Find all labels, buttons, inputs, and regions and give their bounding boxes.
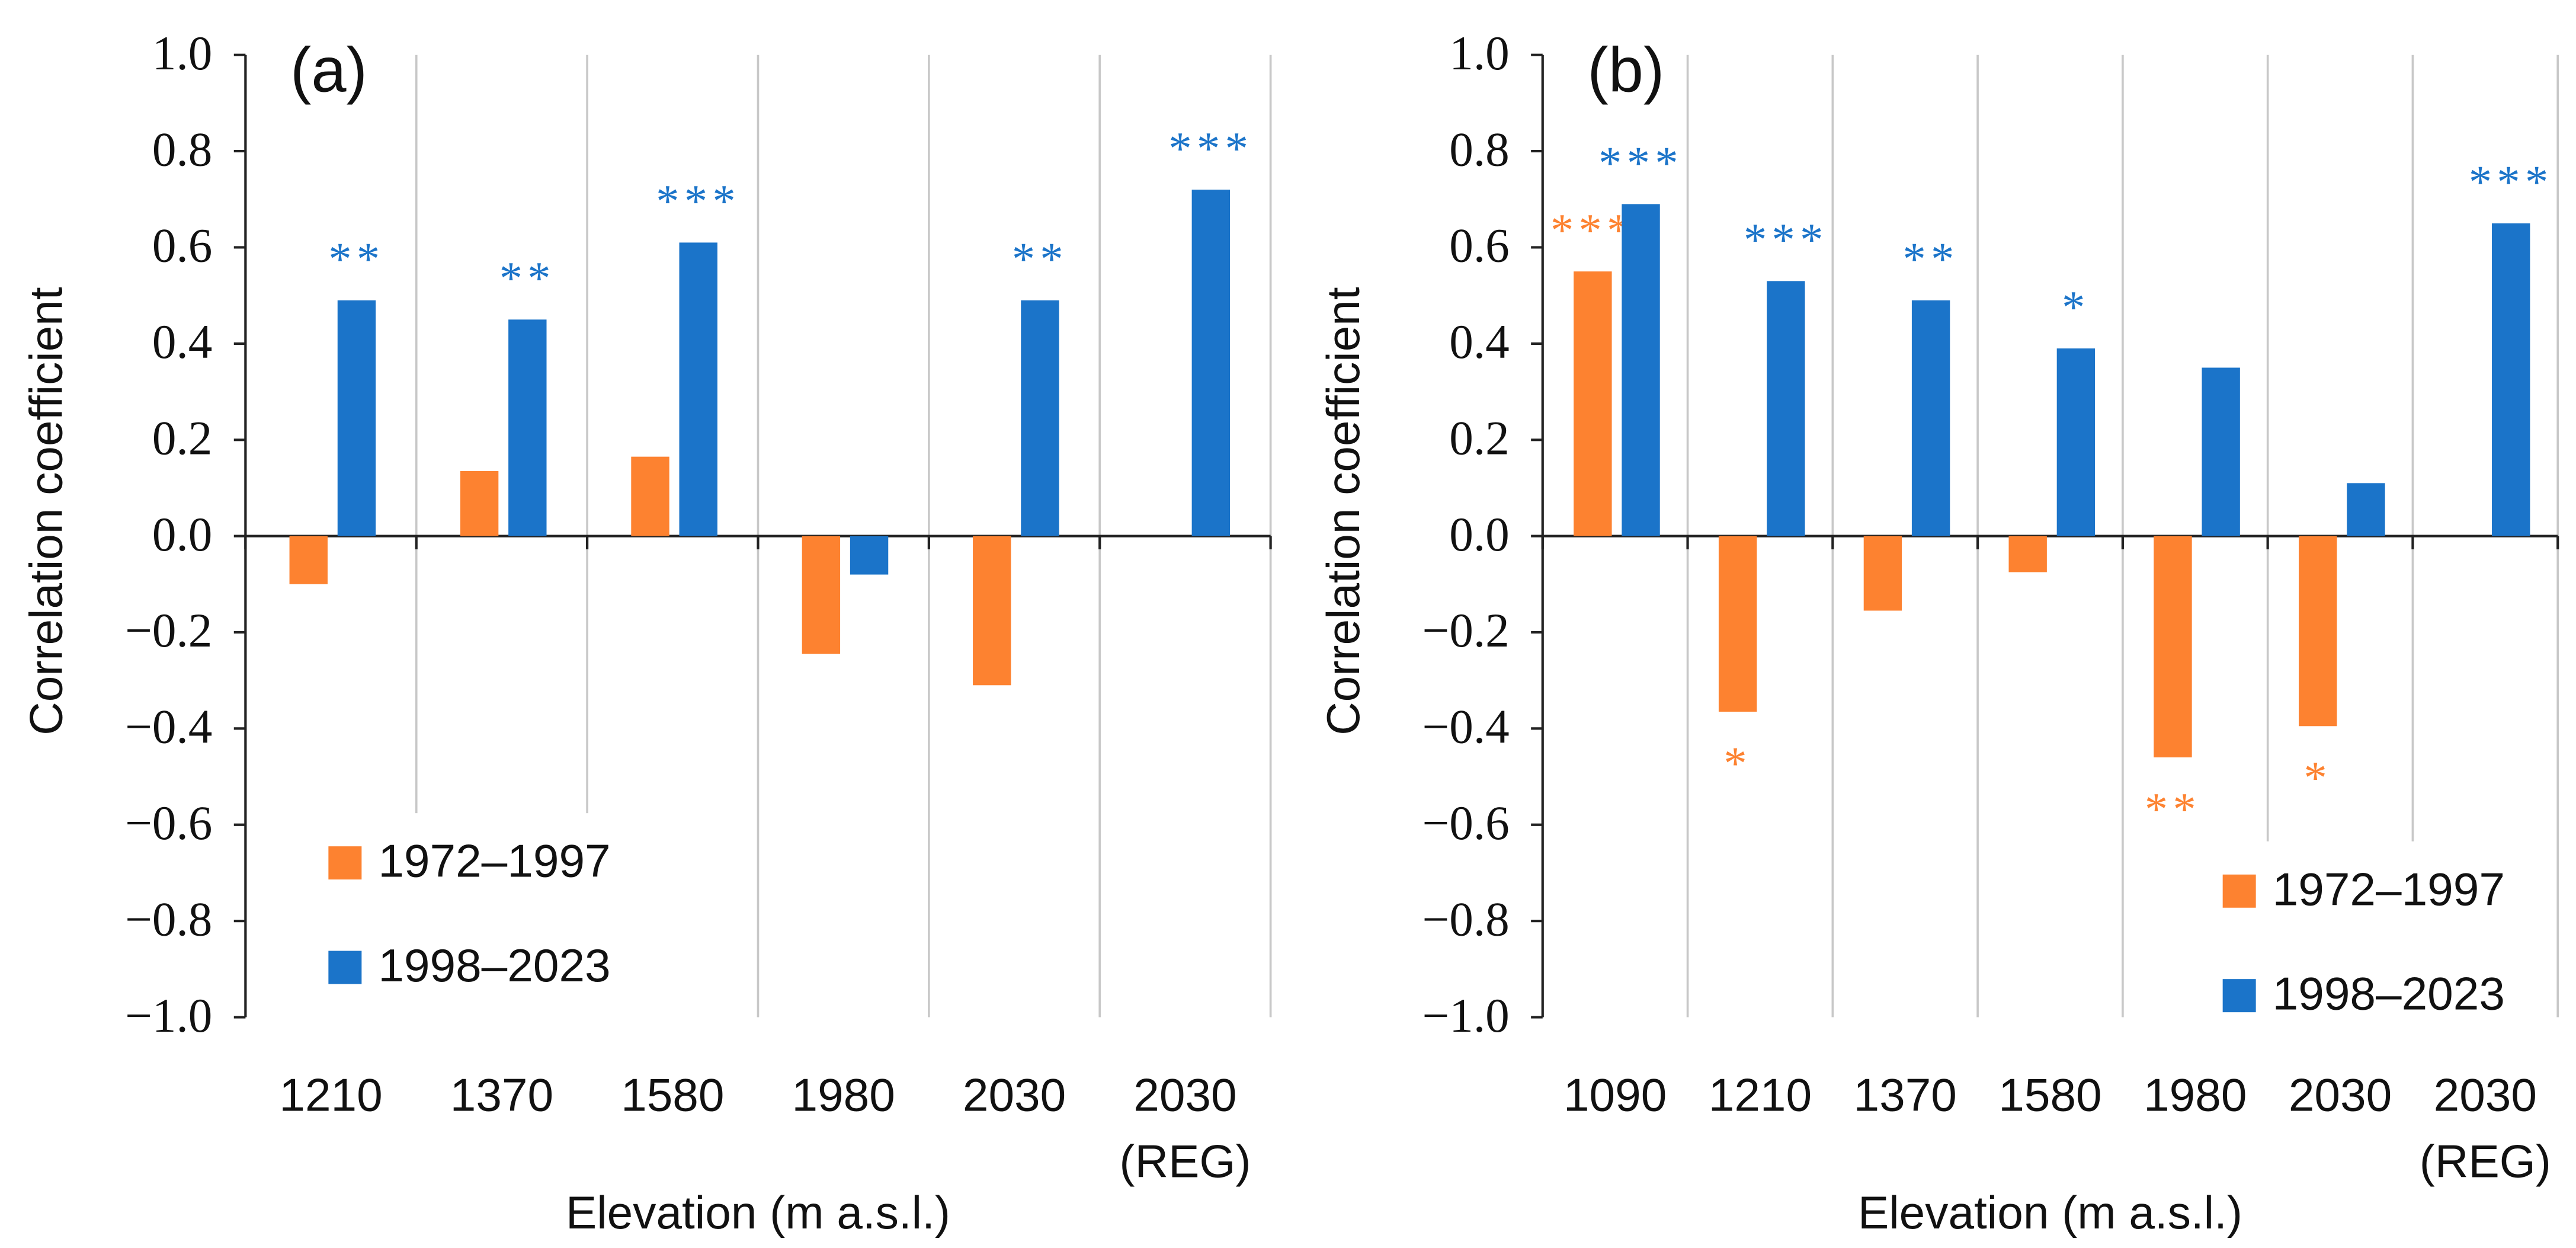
significance-label: ** <box>1903 233 1959 284</box>
x-tick-label: 1580 <box>1998 1068 2101 1121</box>
bar <box>2202 367 2240 536</box>
y-tick-label: 0.4 <box>1449 315 1509 369</box>
bar <box>1718 536 1757 712</box>
x-tick-label: 1370 <box>450 1068 553 1121</box>
legend-swatch <box>2222 874 2256 908</box>
legend-label: 1972–1997 <box>378 835 610 887</box>
significance-label: *** <box>656 175 741 227</box>
x-tick-label: 2030 <box>963 1068 1066 1121</box>
x-axis-title: Elevation (m a.s.l.) <box>566 1186 950 1239</box>
significance-label: *** <box>1168 122 1253 174</box>
legend-swatch <box>328 951 362 984</box>
y-axis-title: Correlation coefficient <box>20 287 72 735</box>
bar <box>631 456 669 536</box>
y-tick-label: 0.6 <box>1449 219 1509 273</box>
bar <box>460 471 499 536</box>
legend-background <box>315 813 647 1021</box>
x-tick-label: (REG) <box>1119 1135 1251 1187</box>
y-axis-title: Correlation coefficient <box>1317 287 1369 735</box>
x-tick-label: 2030 <box>2434 1068 2537 1121</box>
x-axis-title: Elevation (m a.s.l.) <box>1858 1186 2242 1239</box>
bar <box>2347 483 2385 536</box>
y-tick-label: 0.2 <box>1449 411 1509 465</box>
y-tick-label: −0.8 <box>1422 892 1509 946</box>
x-tick-label: 2030 <box>1133 1068 1236 1121</box>
bar <box>1911 300 1950 536</box>
bar <box>1021 300 1059 536</box>
legend-label: 1998–2023 <box>378 939 610 991</box>
y-tick-label: 0.8 <box>152 123 212 176</box>
x-tick-label: 1580 <box>621 1068 724 1121</box>
bar <box>973 536 1011 686</box>
bar <box>802 536 841 654</box>
bar <box>289 536 328 584</box>
legend-background <box>2209 841 2542 1049</box>
legend-label: 1972–1997 <box>2273 863 2505 915</box>
y-tick-label: −0.4 <box>1422 700 1509 754</box>
y-tick-label: −0.2 <box>1422 604 1509 657</box>
y-tick-label: 0.8 <box>1449 123 1509 176</box>
significance-label: * <box>1723 737 1752 789</box>
bar <box>2299 536 2337 727</box>
legend-swatch <box>328 846 362 880</box>
x-tick-label: 1090 <box>1563 1068 1667 1121</box>
y-tick-label: 0.0 <box>1449 508 1509 561</box>
panel-label: (b) <box>1587 34 1664 105</box>
y-tick-label: −0.8 <box>125 892 212 946</box>
significance-label: * <box>2303 751 2332 803</box>
legend-swatch <box>2222 979 2256 1013</box>
y-tick-label: −0.6 <box>1422 796 1509 850</box>
significance-label: ** <box>328 233 385 284</box>
significance-label: ** <box>2145 783 2201 834</box>
bar <box>2008 536 2047 572</box>
significance-label: * <box>2062 281 2090 332</box>
y-tick-label: −1.0 <box>1422 989 1509 1042</box>
y-tick-label: 0.0 <box>152 508 212 561</box>
bar <box>850 536 889 575</box>
bar <box>1191 190 1231 536</box>
y-tick-label: 1.0 <box>1449 27 1509 80</box>
x-tick-label: (REG) <box>2420 1135 2551 1187</box>
significance-label: *** <box>1598 137 1683 188</box>
significance-label: ** <box>499 252 556 304</box>
x-tick-label: 1210 <box>1709 1068 1812 1121</box>
significance-label: *** <box>1550 204 1635 255</box>
significance-label: ** <box>1012 233 1068 284</box>
y-tick-label: −0.4 <box>125 700 212 754</box>
y-tick-label: 1.0 <box>152 27 212 80</box>
legend-label: 1998–2023 <box>2273 968 2505 1020</box>
y-tick-label: 0.2 <box>152 411 212 465</box>
x-tick-label: 2030 <box>2289 1068 2392 1121</box>
x-tick-label: 1980 <box>792 1068 895 1121</box>
y-tick-label: 0.4 <box>152 315 212 369</box>
bar <box>2154 536 2192 758</box>
y-tick-label: −0.2 <box>125 604 212 657</box>
bar <box>1863 536 1902 611</box>
significance-label: *** <box>2469 156 2553 207</box>
bar <box>337 300 376 536</box>
bar <box>679 242 717 536</box>
y-tick-label: 0.6 <box>152 219 212 273</box>
x-tick-label: 1980 <box>2144 1068 2247 1121</box>
bar <box>508 319 547 536</box>
panel-label: (a) <box>290 34 367 105</box>
bar <box>1622 204 1660 536</box>
significance-label: *** <box>1744 214 1828 265</box>
bar <box>1574 271 1612 536</box>
y-tick-label: −0.6 <box>125 796 212 850</box>
bar <box>2056 348 2096 536</box>
x-tick-label: 1210 <box>279 1068 382 1121</box>
y-tick-label: −1.0 <box>125 989 212 1042</box>
bar <box>2492 223 2530 536</box>
x-tick-label: 1370 <box>1854 1068 1957 1121</box>
bar <box>1767 281 1805 536</box>
